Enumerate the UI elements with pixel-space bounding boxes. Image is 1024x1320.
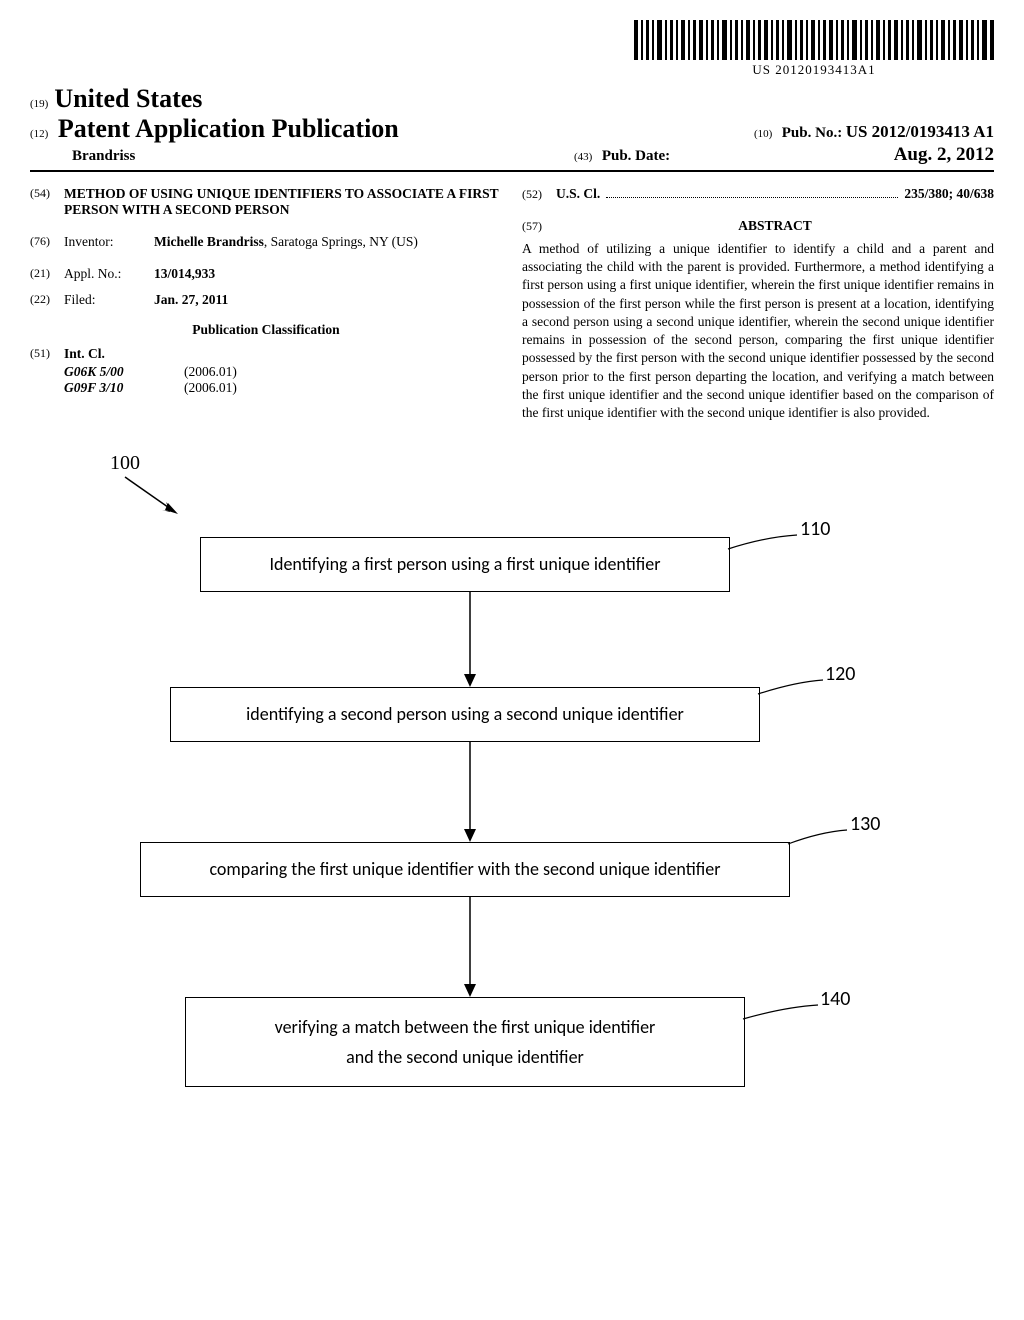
- uscl-value: 235/380; 40/638: [904, 186, 994, 202]
- code-22: (22): [30, 292, 64, 308]
- flow-box-120-text: identifying a second person using a seco…: [246, 699, 684, 730]
- flow-box-140: verifying a match between the first uniq…: [185, 997, 745, 1087]
- code-54: (54): [30, 186, 64, 218]
- invention-title: METHOD OF USING UNIQUE IDENTIFIERS TO AS…: [64, 186, 502, 218]
- barcode: US 20120193413A1: [634, 20, 994, 78]
- biblio-columns: (54) METHOD OF USING UNIQUE IDENTIFIERS …: [30, 186, 994, 422]
- uscl-label: U.S. Cl.: [556, 186, 600, 202]
- code-51: (51): [30, 346, 64, 362]
- inventor-name: Michelle Brandriss: [154, 234, 264, 249]
- header-block: (19) United States (12) Patent Applicati…: [30, 84, 994, 172]
- pub-date: Aug. 2, 2012: [894, 144, 994, 166]
- author: Brandriss: [72, 148, 135, 165]
- arrow-100-icon: [120, 472, 190, 522]
- appl-label: Appl. No.:: [64, 266, 154, 282]
- intcl2-code: G09F 3/10: [64, 380, 184, 396]
- filed-label: Filed:: [64, 292, 154, 308]
- code-76: (76): [30, 234, 64, 250]
- intcl-label: Int. Cl.: [64, 346, 105, 362]
- flow-box-110-text: Identifying a first person using a first…: [269, 549, 660, 580]
- barcode-text: US 20120193413A1: [634, 62, 994, 78]
- connector-2-3-icon: [460, 742, 480, 842]
- connector-3-4-icon: [460, 897, 480, 997]
- figure-area: 100 Identifying a first person using a f…: [30, 452, 994, 1152]
- code-12: (12): [30, 128, 48, 140]
- inventor-label: Inventor:: [64, 234, 154, 250]
- code-10: (10): [754, 128, 772, 140]
- pub-class-heading: Publication Classification: [30, 322, 502, 338]
- appl-no: 13/014,933: [154, 266, 215, 282]
- inventor-value: Michelle Brandriss, Saratoga Springs, NY…: [154, 234, 418, 250]
- pub-date-label: Pub. Date:: [602, 148, 670, 164]
- flow-box-120: identifying a second person using a seco…: [170, 687, 760, 742]
- left-column: (54) METHOD OF USING UNIQUE IDENTIFIERS …: [30, 186, 502, 422]
- code-57: (57): [522, 219, 556, 234]
- right-column: (52) U.S. Cl. 235/380; 40/638 (57) ABSTR…: [522, 186, 994, 422]
- inventor-loc: , Saratoga Springs, NY (US): [264, 234, 418, 249]
- barcode-svg: [634, 20, 994, 60]
- filed-date: Jan. 27, 2011: [154, 292, 228, 308]
- flow-box-110: Identifying a first person using a first…: [200, 537, 730, 592]
- code-21: (21): [30, 266, 64, 282]
- abstract-heading: ABSTRACT: [556, 218, 994, 234]
- flow-box-130-text: comparing the first unique identifier wi…: [209, 854, 720, 885]
- pub-no: US 2012/0193413 A1: [846, 122, 994, 141]
- barcode-area: US 20120193413A1: [30, 20, 994, 79]
- lead-110-icon: [725, 532, 805, 562]
- intcl2-year: (2006.01): [184, 380, 237, 396]
- country: United States: [54, 84, 202, 114]
- lead-130-icon: [785, 827, 855, 857]
- doc-type: Patent Application Publication: [58, 114, 399, 143]
- abstract-text: A method of utilizing a unique identifie…: [522, 240, 994, 422]
- intcl1-year: (2006.01): [184, 364, 237, 380]
- intcl1-code: G06K 5/00: [64, 364, 184, 380]
- code-19: (19): [30, 98, 48, 110]
- code-52: (52): [522, 187, 556, 202]
- flow-box-140-text: verifying a match between the first uniq…: [275, 1012, 656, 1073]
- connector-1-2-icon: [460, 592, 480, 687]
- lead-120-icon: [755, 677, 830, 707]
- flow-box-130: comparing the first unique identifier wi…: [140, 842, 790, 897]
- code-43: (43): [574, 151, 592, 163]
- uscl-dots: [606, 196, 898, 198]
- lead-140-icon: [740, 1002, 825, 1032]
- pub-no-label: Pub. No.:: [782, 125, 842, 141]
